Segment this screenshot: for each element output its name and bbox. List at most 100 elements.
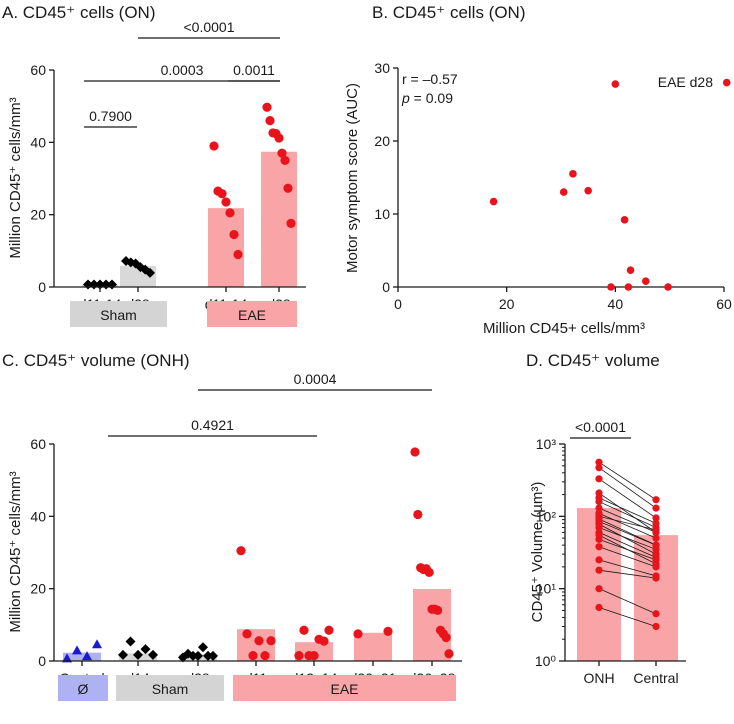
- panel-d-pair-line: [598, 532, 657, 558]
- panel-c-group-label: Ø: [78, 681, 89, 697]
- panel-a-point: [286, 218, 296, 228]
- panel-a-title: A. CD45⁺ cells (ON): [2, 3, 156, 22]
- panel-a-pvalue-label: 0.0003: [161, 62, 204, 78]
- panel-c-point: [444, 649, 454, 659]
- panel-c-pvalue-label: 0.4921: [191, 417, 234, 433]
- panel-d-pair-line: [598, 527, 657, 550]
- panel-d-point-onh: [595, 497, 603, 506]
- panel-a-point: [283, 183, 293, 193]
- panel-c-point: [248, 650, 258, 661]
- panel-c-point: [319, 636, 329, 646]
- panel-d-pvalue-label: <0.0001: [575, 419, 626, 435]
- panel-c-bar: [63, 652, 101, 661]
- panel-c-y-tick-label: 40: [30, 508, 46, 524]
- panel-c-group-box: [58, 675, 108, 701]
- panel-b-y-tick-label: 30: [374, 60, 390, 76]
- panel-c-point: [236, 546, 246, 556]
- panel-b-x-tick-label: 20: [499, 296, 515, 312]
- panel-a-y-tick-label: 40: [30, 134, 46, 150]
- panel-a-point: [107, 279, 117, 290]
- panel-c-point: [433, 605, 443, 615]
- panel-d-point-onh: [595, 543, 603, 551]
- panel-b-y-tick-label: 10: [374, 206, 390, 222]
- panel-c-group-label: EAE: [330, 681, 358, 697]
- panel-d-title: D. CD45⁺ volume: [526, 351, 660, 370]
- panel-d-pair-line: [598, 521, 657, 546]
- panel-d-point-onh: [595, 603, 603, 612]
- panel-a-y-tick-label: 60: [30, 62, 46, 78]
- panel-b-point: [607, 283, 615, 291]
- panel-d-y-tick-label: 10³: [536, 436, 557, 452]
- panel-d-pair-line: [598, 507, 657, 533]
- panel-d-point-central: [652, 563, 660, 571]
- panel-a-group-box: [70, 301, 167, 327]
- panel-c-point: [125, 636, 136, 647]
- panel-b-point: [489, 197, 498, 206]
- panel-a-pvalue-label: <0.0001: [184, 19, 235, 35]
- panel-a-point: [233, 249, 243, 260]
- panel-c-point: [383, 626, 393, 636]
- panel-d-pair-line: [598, 588, 657, 615]
- panel-c-point: [133, 649, 143, 660]
- panel-c-group-label: Sham: [152, 681, 189, 697]
- panel-b-p-label: p: [401, 90, 410, 106]
- panel-a-ylabel: Million CD45⁺ cells/mm³: [7, 97, 24, 258]
- panel-c-point: [62, 653, 72, 663]
- panel-c-y-tick-label: 60: [30, 436, 46, 452]
- panel-c-point: [413, 509, 423, 520]
- panel-a-point: [229, 229, 239, 240]
- panel-b-point: [611, 80, 620, 88]
- panel-d-point-onh: [595, 585, 603, 593]
- panel-d-y-tick-label: 10¹: [536, 581, 557, 597]
- panel-c-point: [353, 629, 363, 639]
- panel-b-point: [722, 78, 731, 87]
- panel-b-x-tick-label: 40: [608, 296, 624, 312]
- panel-c-point: [140, 644, 151, 655]
- panel-d-pair-line: [598, 497, 657, 524]
- panel-c-point: [148, 649, 158, 660]
- panel-d-y-tick-label: 10²: [536, 508, 557, 524]
- panel-a-bar: [208, 208, 244, 287]
- panel-d-point-central: [652, 574, 660, 582]
- panel-d-y-tick-label: 10⁰: [535, 653, 557, 669]
- panel-d-pair-line: [598, 569, 657, 579]
- panel-c-point: [324, 625, 334, 635]
- panel-c-ylabel: Million CD45⁺ cells/mm³: [7, 471, 24, 632]
- panel-d-point-onh: [595, 566, 603, 574]
- panel-b-x-tick-label: 60: [716, 296, 732, 312]
- panel-a-pvalue-label: 0.7900: [89, 108, 132, 124]
- panel-b-y-tick-label: 20: [374, 133, 390, 149]
- panel-b-point: [641, 277, 650, 285]
- panel-d-point-onh: [595, 556, 603, 564]
- panel-c-point: [294, 650, 304, 661]
- panel-d-point-central: [652, 622, 660, 631]
- panel-c-y-tick-label: 20: [30, 581, 46, 597]
- panel-c-point: [242, 629, 252, 639]
- panel-c-point: [198, 642, 208, 653]
- panel-b-point: [664, 283, 672, 291]
- panel-c-point: [424, 567, 434, 577]
- panel-c-chart: 0204060Controld14d28d11d13–14d20–21d26–2…: [30, 371, 462, 701]
- panel-a-point: [277, 148, 287, 158]
- panel-b-point: [559, 188, 568, 196]
- panel-d-point-central: [652, 504, 660, 512]
- panel-c-point: [193, 650, 203, 661]
- panel-a-point: [274, 133, 284, 143]
- panel-b-point-label: EAE d28: [658, 74, 713, 90]
- panel-a-chart: 0204060d11-14d28d11-14d28ShamEAE0.79000.…: [30, 19, 306, 327]
- panel-b-point: [569, 170, 577, 178]
- panel-d-x-tick-label: ONH: [583, 670, 614, 686]
- panel-a-point: [265, 116, 275, 126]
- panel-a-point: [209, 141, 219, 151]
- panel-a-point: [280, 155, 290, 166]
- panel-d-pair-line: [598, 492, 657, 533]
- panel-d-point-central: [652, 534, 660, 542]
- panel-d-point-onh: [595, 535, 603, 543]
- panel-d-x-tick-label: Central: [633, 670, 678, 686]
- panel-c-point: [208, 650, 218, 661]
- panel-c-pvalue-label: 0.0004: [294, 371, 337, 387]
- panel-b-chart: 0 10 20 30 0 20 40 60: [374, 60, 732, 312]
- panel-c-point: [441, 632, 451, 643]
- panel-c-point: [82, 651, 92, 661]
- panel-c-point: [118, 649, 128, 660]
